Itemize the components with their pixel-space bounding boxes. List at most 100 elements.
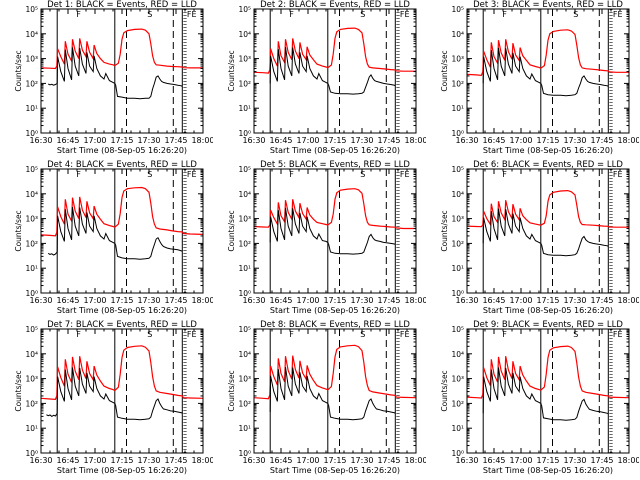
x-tick-label: 17:30	[350, 456, 373, 465]
x-tick-label: 17:45	[164, 136, 187, 145]
marker-label: F	[76, 170, 81, 179]
y-tick-label: 10³	[238, 55, 251, 64]
y-axis-label: Counts/sec	[14, 50, 23, 91]
x-axis-label: Start Time (08-Sep-05 16:26:20)	[483, 306, 613, 315]
y-tick-label: 10³	[451, 215, 464, 224]
marker-label: S	[360, 170, 365, 179]
series-lld-line	[467, 189, 629, 228]
series-events-line	[269, 367, 396, 421]
marker-label: F	[76, 330, 81, 339]
plot-frame	[466, 168, 630, 294]
y-tick-label: 10¹	[25, 104, 38, 113]
x-tick-label: 17:30	[563, 136, 586, 145]
y-tick-label: 10¹	[238, 424, 251, 433]
plot-frame	[40, 168, 204, 294]
y-tick-label: 10⁴	[451, 350, 464, 359]
x-axis-label: Start Time (08-Sep-05 16:26:20)	[57, 466, 187, 475]
x-tick-label: 16:45	[269, 136, 292, 145]
plot-frame	[253, 8, 417, 134]
y-tick-label: 10⁰	[238, 449, 251, 458]
series-lld-line	[41, 28, 203, 70]
y-tick-label: 10⁴	[25, 30, 38, 39]
x-tick-label: 16:45	[482, 296, 505, 305]
series-lld-line	[467, 29, 629, 77]
x-tick-label: 17:15	[323, 136, 346, 145]
chart-title: Det 8: BLACK = Events, RED = LLD	[260, 320, 410, 330]
chart-title: Det 9: BLACK = Events, RED = LLD	[473, 320, 623, 330]
x-tick-label: 17:30	[350, 136, 373, 145]
y-tick-label: 10⁰	[238, 289, 251, 298]
marker-label: S	[573, 330, 578, 339]
x-tick-label: 17:45	[590, 456, 613, 465]
x-tick-label: 17:15	[323, 456, 346, 465]
y-tick-label: 10⁴	[238, 190, 251, 199]
series-events-line	[482, 367, 609, 421]
x-tick-label: 18:00	[617, 456, 639, 465]
y-tick-label: 10¹	[451, 104, 464, 113]
x-tick-label: 16:30	[242, 456, 265, 465]
y-tick-label: 10²	[238, 239, 251, 248]
x-tick-label: 18:00	[404, 456, 426, 465]
x-tick-label: 18:00	[617, 296, 639, 305]
series-lld-line	[254, 344, 416, 400]
y-tick-label: 10¹	[25, 424, 38, 433]
x-tick-label: 17:30	[137, 296, 160, 305]
marker-label: FE	[400, 10, 410, 19]
y-tick-label: 10⁰	[451, 449, 464, 458]
plot-frame	[40, 328, 204, 454]
y-tick-label: 10⁰	[451, 129, 464, 138]
chart-title: Det 1: BLACK = Events, RED = LLD	[47, 0, 197, 10]
series-lld-line	[254, 188, 416, 230]
x-tick-label: 17:15	[536, 456, 559, 465]
y-tick-label: 10³	[25, 375, 38, 384]
x-tick-label: 17:00	[509, 136, 532, 145]
series-events-line	[269, 47, 396, 95]
y-tick-label: 10⁵	[451, 325, 464, 334]
x-tick-label: 16:30	[29, 136, 52, 145]
series-events-line	[482, 47, 609, 97]
marker-label: S	[147, 330, 152, 339]
plot-frame	[253, 328, 417, 454]
x-axis-label: Start Time (08-Sep-05 16:26:20)	[270, 306, 400, 315]
x-tick-label: 16:30	[455, 296, 478, 305]
series-events-line	[482, 208, 609, 257]
plot-frame	[466, 328, 630, 454]
y-tick-label: 10³	[25, 215, 38, 224]
x-tick-label: 17:00	[509, 456, 532, 465]
x-tick-label: 16:30	[29, 296, 52, 305]
series-lld-line	[41, 186, 203, 237]
marker-label: F	[289, 330, 294, 339]
x-tick-label: 17:45	[164, 456, 187, 465]
x-tick-label: 18:00	[191, 296, 213, 305]
marker-label: S	[360, 330, 365, 339]
plot-frame	[253, 168, 417, 294]
marker-label: FE	[400, 170, 410, 179]
x-tick-label: 17:30	[137, 136, 160, 145]
chart-title: Det 4: BLACK = Events, RED = LLD	[47, 160, 197, 170]
x-axis-label: Start Time (08-Sep-05 16:26:20)	[483, 466, 613, 475]
y-tick-label: 10³	[25, 55, 38, 64]
x-tick-label: 17:00	[296, 296, 319, 305]
y-axis-label: Counts/sec	[440, 210, 449, 251]
x-tick-label: 17:00	[83, 136, 106, 145]
x-tick-label: 17:45	[377, 456, 400, 465]
y-tick-label: 10¹	[451, 264, 464, 273]
marker-label: FE	[613, 10, 623, 19]
x-tick-label: 16:30	[242, 136, 265, 145]
x-tick-label: 16:45	[269, 456, 292, 465]
y-tick-label: 10²	[25, 239, 38, 248]
chart-title: Det 5: BLACK = Events, RED = LLD	[260, 160, 410, 170]
series-events-line	[47, 47, 183, 100]
x-axis-label: Start Time (08-Sep-05 16:26:20)	[270, 146, 400, 155]
marker-label: FE	[400, 330, 410, 339]
y-tick-label: 10¹	[238, 264, 251, 273]
x-tick-label: 18:00	[617, 136, 639, 145]
series-lld-line	[254, 27, 416, 74]
x-axis-label: Start Time (08-Sep-05 16:26:20)	[57, 146, 187, 155]
y-tick-label: 10⁴	[25, 350, 38, 359]
y-tick-label: 10⁴	[451, 30, 464, 39]
